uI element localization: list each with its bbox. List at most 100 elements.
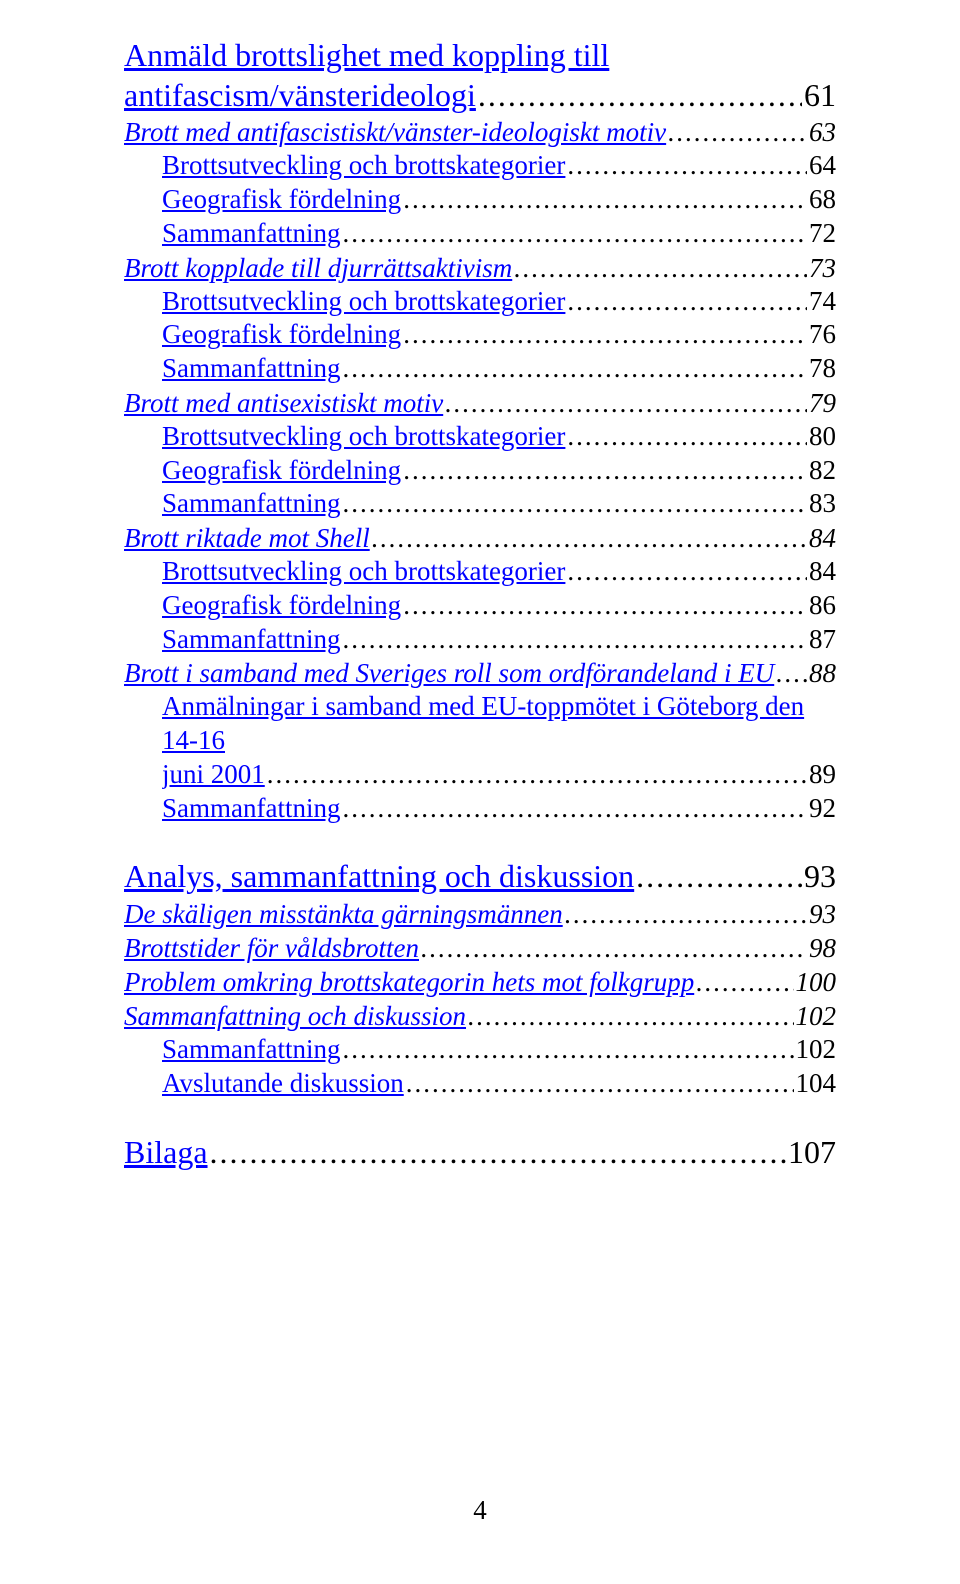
toc-entry-label[interactable]: Sammanfattning: [162, 792, 340, 826]
toc-entry-page: 83: [809, 487, 836, 521]
toc-entry-page: 104: [796, 1067, 837, 1101]
toc-entry-label[interactable]: Geografisk fördelning: [162, 183, 401, 217]
toc-entry: Sammanfattning 87: [162, 623, 836, 657]
toc-entry-page: 98: [809, 931, 836, 965]
toc-entry: Brott med antifascistiskt/vänster-ideolo…: [124, 115, 836, 149]
toc-heading-2: Analys, sammanfattning och diskussion 93: [124, 857, 836, 897]
toc-entry-label[interactable]: Brottsutveckling och brottskategorier: [162, 420, 565, 454]
toc-entry-page: 102: [796, 999, 837, 1033]
toc-entry-label[interactable]: Sammanfattning: [162, 1033, 340, 1067]
toc-entry-long-line1[interactable]: Anmälningar i samband med EU-toppmötet i…: [162, 691, 804, 755]
toc-leader-dots: [636, 857, 802, 897]
toc-entry-page: 102: [796, 1033, 837, 1067]
toc-entry-page: 84: [809, 555, 836, 589]
toc-leader-dots: [403, 318, 807, 352]
toc-entry-label[interactable]: Brottsutveckling och brottskategorier: [162, 149, 565, 183]
toc-entry-page: 76: [809, 318, 836, 352]
toc-entry-page: 78: [809, 352, 836, 386]
toc-entry: Brottsutveckling och brottskategorier 84: [162, 555, 836, 589]
toc-entry: Sammanfattning 92: [162, 792, 836, 826]
toc-entry: Geografisk fördelning68: [162, 183, 836, 217]
toc-entry-label[interactable]: De skäligen misstänkta gärningsmännen: [124, 897, 563, 931]
toc-leader-dots: [567, 285, 807, 319]
toc-entry: Brott riktade mot Shell 84: [124, 521, 836, 555]
toc-entry-page: 84: [809, 521, 836, 555]
toc-leader-dots: [668, 115, 807, 149]
toc-entry-label[interactable]: Sammanfattning: [162, 487, 340, 521]
toc-entry-page: 87: [809, 623, 836, 657]
toc-heading-1-line2[interactable]: antifascism/vänsterideologi: [124, 76, 476, 116]
toc-leader-dots: [567, 420, 807, 454]
toc-heading-3-page: 107: [788, 1133, 836, 1173]
toc-leader-dots: [776, 656, 807, 690]
toc-entry-page: 93: [809, 897, 836, 931]
toc-entry-page: 80: [809, 420, 836, 454]
toc-entry-page: 72: [809, 217, 836, 251]
toc-leader-dots: [567, 149, 807, 183]
toc-leader-dots: [421, 931, 807, 965]
toc-leader-dots: [565, 897, 807, 931]
toc-heading-3: Bilaga 107: [124, 1133, 836, 1173]
toc-entry-page: 74: [809, 285, 836, 319]
toc-entry-label[interactable]: Geografisk fördelning: [162, 589, 401, 623]
toc-entry: Geografisk fördelning 86: [162, 589, 836, 623]
toc-entry: Brottstider för våldsbrotten 98: [124, 931, 836, 965]
toc-leader-dots: [342, 217, 807, 251]
toc-entry-label[interactable]: Geografisk fördelning: [162, 318, 401, 352]
toc-entry-page: 73: [809, 251, 836, 285]
toc-entry-label[interactable]: Brottsutveckling och brottskategorier: [162, 555, 565, 589]
toc-entry-page: 86: [809, 589, 836, 623]
toc-leader-dots: [342, 487, 807, 521]
toc-leader-dots: [342, 623, 807, 657]
toc-leader-dots: [342, 792, 807, 826]
toc-heading-3-label[interactable]: Bilaga: [124, 1133, 208, 1173]
toc-entry-long-page: 89: [809, 758, 836, 792]
toc-leader-dots: [468, 999, 794, 1033]
toc-entry: Geografisk fördelning82: [162, 454, 836, 488]
toc-entry-label[interactable]: Problem omkring brottskategorin hets mot…: [124, 965, 694, 999]
toc-entry-label[interactable]: Brottsutveckling och brottskategorier: [162, 285, 565, 319]
toc-entry: Sammanfattning 102: [162, 1033, 836, 1067]
toc-leader-dots: [210, 1133, 786, 1173]
page-number: 4: [0, 1495, 960, 1526]
toc-leader-dots: [514, 251, 807, 285]
toc-entry-label[interactable]: Brottstider för våldsbrotten: [124, 931, 419, 965]
toc-entry: Brottsutveckling och brottskategorier 74: [162, 285, 836, 319]
toc-entry-label[interactable]: Brott kopplade till djurrättsaktivism: [124, 251, 512, 285]
toc-leader-dots: [445, 386, 807, 420]
toc-entries-block-3: De skäligen misstänkta gärningsmännen93B…: [124, 897, 836, 1101]
toc-leader-dots: [567, 555, 807, 589]
toc-entry: Brottsutveckling och brottskategorier64: [162, 149, 836, 183]
toc-heading-2-page: 93: [804, 857, 836, 897]
toc-entry: Sammanfattning 78: [162, 352, 836, 386]
toc-entry: De skäligen misstänkta gärningsmännen 93: [124, 897, 836, 931]
toc-leader-dots: [696, 965, 793, 999]
toc-leader-dots: [403, 454, 807, 488]
toc-entry-label[interactable]: Sammanfattning och diskussion: [124, 999, 466, 1033]
toc-entry-label[interactable]: Brott i samband med Sveriges roll som or…: [124, 656, 774, 690]
toc-entry: Brottsutveckling och brottskategorier 80: [162, 420, 836, 454]
toc-entry: Brott kopplade till djurrättsaktivism 73: [124, 251, 836, 285]
toc-leader-dots: [342, 352, 807, 386]
toc-heading-2-label[interactable]: Analys, sammanfattning och diskussion: [124, 857, 634, 897]
toc-entry-page: 63: [809, 115, 836, 149]
toc-entry: Sammanfattning 83: [162, 487, 836, 521]
toc-entries-block-2: Sammanfattning 92: [124, 792, 836, 826]
toc-leader-dots: [403, 183, 807, 217]
toc-entry-label[interactable]: Brott med antifascistiskt/vänster-ideolo…: [124, 115, 666, 149]
toc-entry-page: 92: [809, 792, 836, 826]
toc-entry-label[interactable]: Brott med antisexistiskt motiv: [124, 386, 443, 420]
toc-entry: Sammanfattning 72: [162, 217, 836, 251]
toc-entry-label[interactable]: Brott riktade mot Shell: [124, 521, 370, 555]
toc-entry: Geografisk fördelning 76: [162, 318, 836, 352]
toc-entry: Problem omkring brottskategorin hets mot…: [124, 965, 836, 999]
toc-leader-dots: [403, 589, 807, 623]
toc-entry-long-line2[interactable]: juni 2001: [162, 758, 265, 792]
toc-leader-dots: [372, 521, 807, 555]
toc-entry-label[interactable]: Sammanfattning: [162, 623, 340, 657]
toc-entry-label[interactable]: Sammanfattning: [162, 217, 340, 251]
toc-entry-label[interactable]: Geografisk fördelning: [162, 454, 401, 488]
toc-entry-label[interactable]: Sammanfattning: [162, 352, 340, 386]
toc-entry-label[interactable]: Avslutande diskussion: [162, 1067, 404, 1101]
toc-heading-1-line1[interactable]: Anmäld brottslighet med koppling till: [124, 37, 609, 73]
